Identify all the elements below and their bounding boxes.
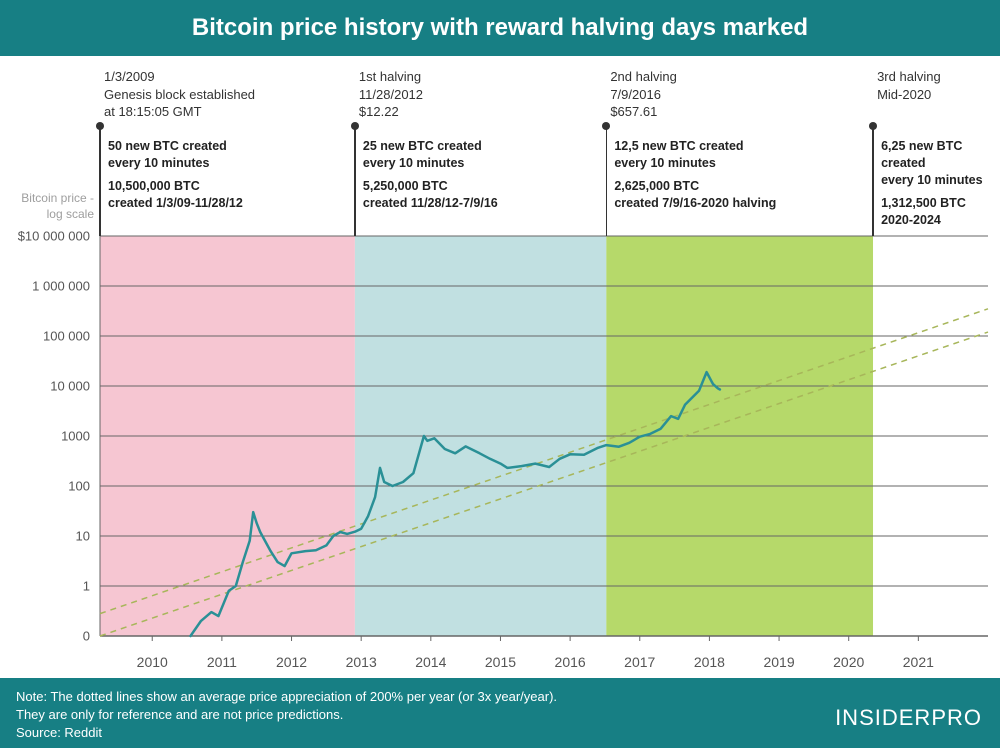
chart-area: Bitcoin price - log scale $10 000 000 1 0…: [0, 56, 1000, 678]
x-tick-label: 2019: [763, 654, 794, 670]
era-info-box: 50 new BTC createdevery 10 minutes10,500…: [108, 138, 243, 212]
era-header-label: 1st halving11/28/2012$12.22: [359, 68, 423, 121]
footer-bar: Note: The dotted lines show an average p…: [0, 678, 1000, 748]
era-header-label: 2nd halving7/9/2016$657.61: [610, 68, 677, 121]
y-tick-label: $10 000 000: [0, 229, 90, 244]
title-bar: Bitcoin price history with reward halvin…: [0, 0, 1000, 56]
y-tick-label: 1000: [0, 429, 90, 444]
y-axis-caption: Bitcoin price - log scale: [4, 191, 94, 222]
x-tick-label: 2021: [903, 654, 934, 670]
y-tick-label: 1 000 000: [0, 279, 90, 294]
x-tick-label: 2013: [346, 654, 377, 670]
y-tick-label: 100: [0, 479, 90, 494]
era-header-label: 3rd halvingMid-2020: [877, 68, 941, 103]
x-tick-label: 2015: [485, 654, 516, 670]
y-tick-label: 0: [0, 629, 90, 644]
era-marker-line: [354, 126, 356, 236]
era-marker-line: [99, 126, 101, 236]
x-tick-label: 2010: [137, 654, 168, 670]
logo-suffix: PRO: [931, 705, 982, 730]
era-info-box: 6,25 new BTCcreatedevery 10 minutes1,312…: [881, 138, 982, 228]
era-marker-line: [606, 126, 608, 236]
era-pin: [351, 122, 359, 130]
era-pin: [869, 122, 877, 130]
era-header-label: 1/3/2009Genesis block establishedat 18:1…: [104, 68, 255, 121]
x-tick-label: 2012: [276, 654, 307, 670]
y-tick-label: 10 000: [0, 379, 90, 394]
logo-name: INSIDER: [835, 705, 931, 730]
y-tick-label: 100 000: [0, 329, 90, 344]
x-tick-label: 2014: [415, 654, 446, 670]
x-tick-label: 2018: [694, 654, 725, 670]
x-tick-label: 2017: [624, 654, 655, 670]
era-marker-line: [872, 126, 874, 236]
era-pin: [602, 122, 610, 130]
logo: INSIDERPRO: [835, 703, 982, 734]
y-tick-label: 1: [0, 579, 90, 594]
x-tick-label: 2011: [207, 654, 237, 670]
era-pin: [96, 122, 104, 130]
x-tick-label: 2016: [555, 654, 586, 670]
era-info-box: 25 new BTC createdevery 10 minutes5,250,…: [363, 138, 498, 212]
x-tick-label: 2020: [833, 654, 864, 670]
chart-title: Bitcoin price history with reward halvin…: [192, 14, 808, 42]
infographic: Bitcoin price history with reward halvin…: [0, 0, 1000, 748]
y-tick-label: 10: [0, 529, 90, 544]
era-info-box: 12,5 new BTC createdevery 10 minutes2,62…: [614, 138, 776, 212]
